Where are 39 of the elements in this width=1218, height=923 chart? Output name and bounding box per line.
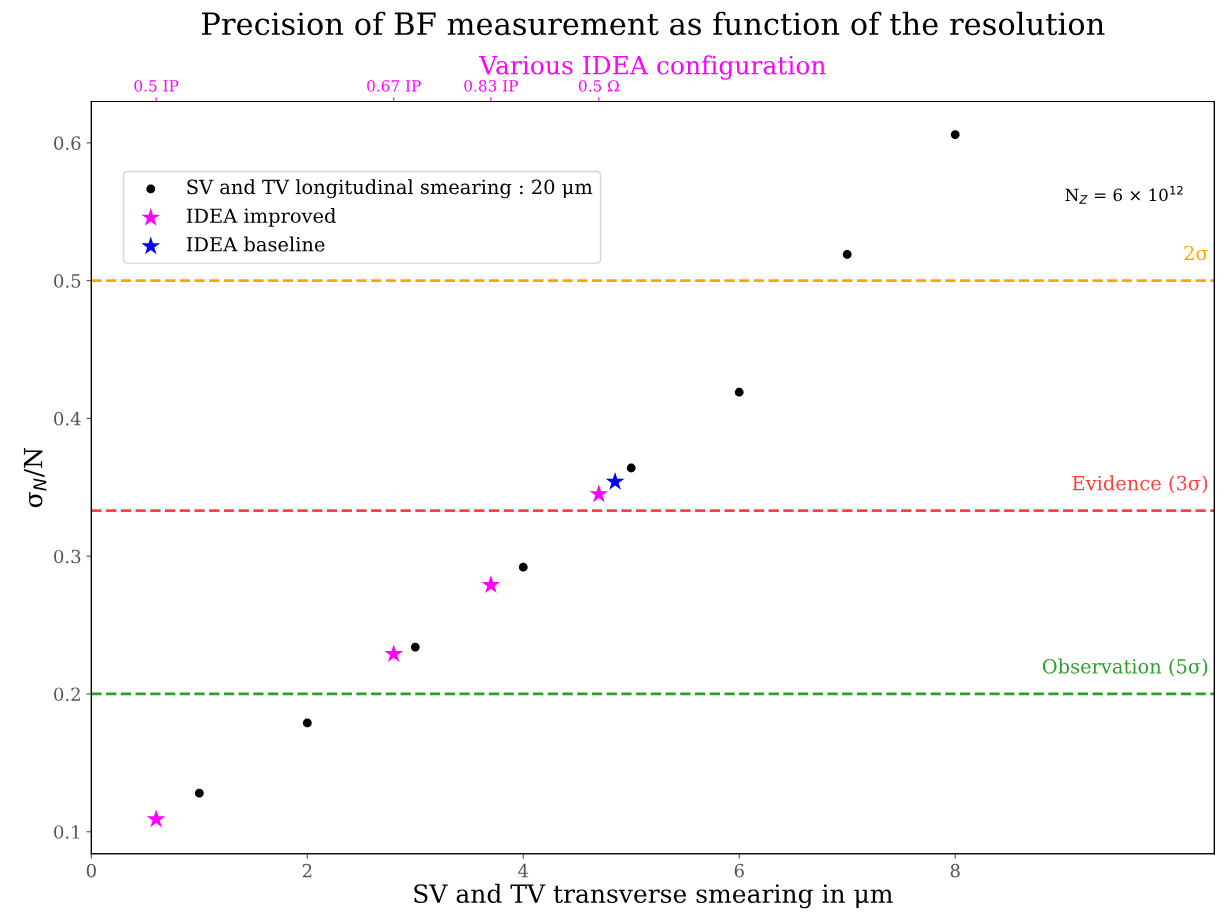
point	[146, 809, 166, 828]
y-axis-title: σ$_{N}$/N	[23, 448, 47, 508]
point	[518, 562, 528, 572]
point	[626, 463, 636, 473]
y-tick-label: 0.5	[54, 274, 81, 288]
point	[950, 130, 960, 139]
x-axis-title: SV and TV transverse smearing in μm	[414, 883, 893, 909]
point	[589, 484, 609, 503]
x-tick-label: 6	[734, 863, 744, 878]
x-tick-label: 0	[86, 863, 96, 878]
legend-label: IDEA improved	[186, 208, 336, 227]
ref-line-label: Evidence (3σ)	[1072, 475, 1208, 494]
x2-axis-title: Various IDEA configuration	[478, 55, 826, 80]
point	[842, 250, 852, 259]
text: 0.5 Ω	[578, 80, 619, 92]
text: 0.67 IP	[367, 80, 421, 92]
point	[410, 642, 420, 652]
point	[605, 471, 625, 490]
x-tick-label: 4	[518, 863, 529, 878]
point	[194, 788, 204, 798]
point	[734, 387, 744, 397]
text: 0.5 IP	[134, 80, 179, 92]
ref-line-label: Observation (5σ)	[1042, 658, 1208, 677]
text: 0.83 IP	[464, 80, 518, 92]
y-tick-label: 0.6	[54, 136, 81, 150]
ref-line-label: 2σ	[1184, 245, 1209, 261]
y-tick-label: 0.1	[54, 825, 80, 839]
legend-label: IDEA baseline	[186, 236, 325, 252]
y-tick-label: 0.2	[54, 687, 80, 702]
x-tick-label: 2	[302, 863, 312, 878]
x-tick-label: 8	[950, 863, 960, 878]
legend-label: SV and TV longitudinal smearing : 20 μm	[187, 179, 593, 199]
point	[384, 644, 404, 662]
y-tick-label: 0.4	[54, 411, 81, 426]
y-tick-label: 0.3	[54, 549, 81, 564]
point	[481, 575, 501, 594]
chart-title: Precision of BF measurement as function of the resolution	[202, 11, 1105, 36]
point	[302, 718, 312, 728]
annotation: N$_{Z}$ = 6 × 10$^{12}$	[1065, 185, 1183, 204]
